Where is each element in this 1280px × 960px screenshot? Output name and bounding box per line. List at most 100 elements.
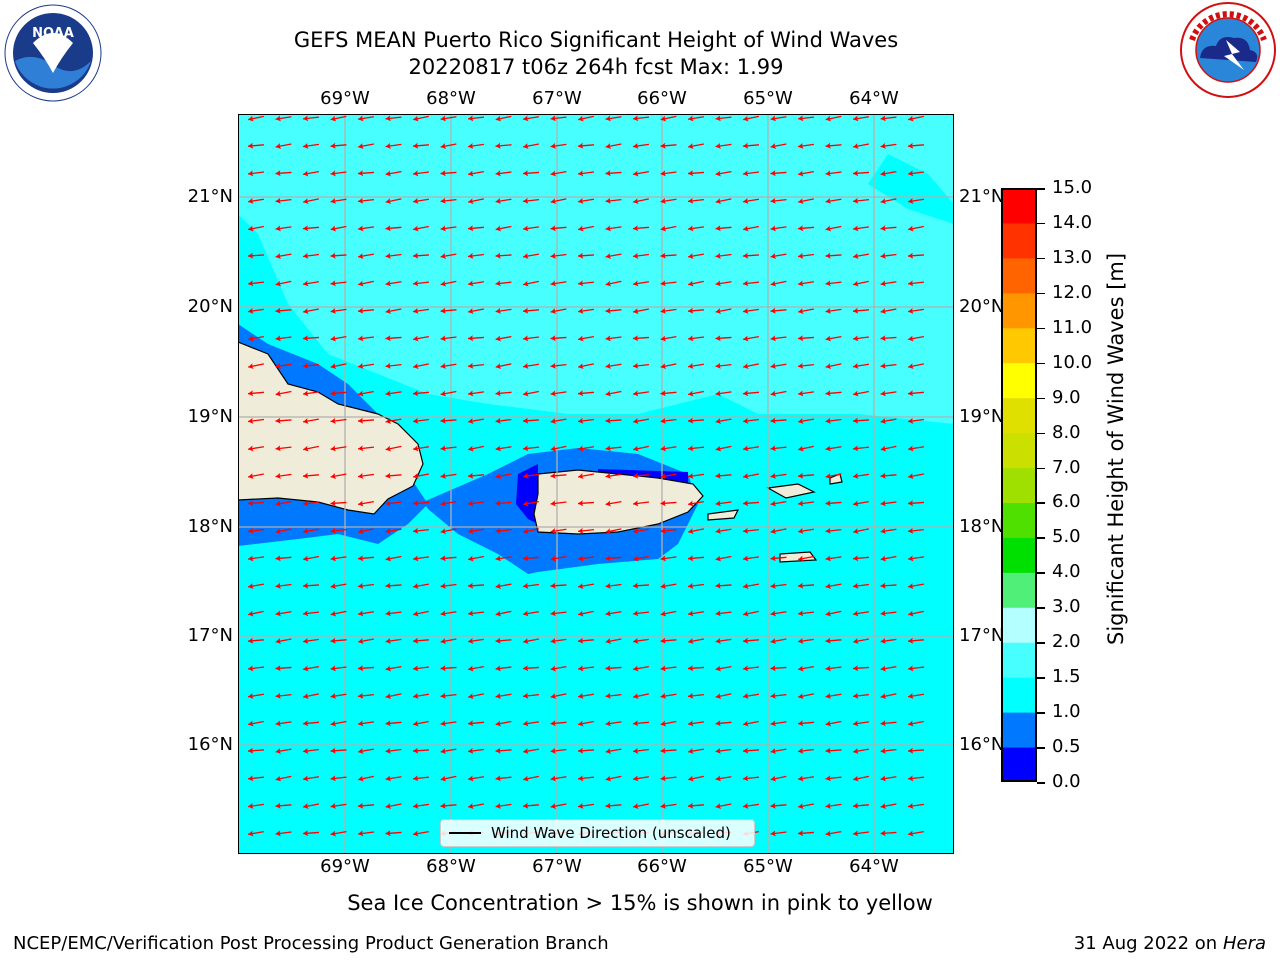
- wave-direction-arrow: [633, 418, 649, 424]
- wave-direction-arrow: [577, 747, 595, 754]
- longitude-label-top: 65°W: [743, 88, 793, 109]
- wave-direction-arrow: [687, 445, 705, 452]
- wave-direction-arrow: [522, 417, 540, 424]
- latitude-label-right: 16°N: [959, 734, 1005, 755]
- wave-direction-arrow: [495, 802, 512, 809]
- wave-direction-arrow: [715, 472, 732, 479]
- wave-direction-arrow: [440, 692, 457, 699]
- wave-direction-arrow: [440, 417, 457, 424]
- wave-direction-arrow: [550, 665, 567, 672]
- wave-direction-arrow: [522, 720, 540, 727]
- wave-direction-arrow: [633, 445, 649, 452]
- wave-direction-arrow: [770, 280, 787, 287]
- wave-direction-arrow: [715, 308, 732, 315]
- wave-direction-arrow: [770, 472, 787, 479]
- wave-direction-arrow: [357, 802, 375, 809]
- wave-direction-arrow: [357, 115, 375, 122]
- wave-direction-arrow: [275, 363, 292, 369]
- wave-direction-arrow: [523, 390, 539, 397]
- wave-direction-arrow: [330, 390, 347, 397]
- wave-direction-arrow: [798, 555, 814, 562]
- wave-direction-arrow: [303, 665, 319, 672]
- wave-direction-arrow: [660, 198, 677, 204]
- wave-direction-arrow: [468, 308, 484, 315]
- wave-direction-arrow: [495, 363, 512, 370]
- wave-direction-arrow: [577, 280, 595, 287]
- wave-direction-arrow: [770, 390, 787, 397]
- wave-direction-arrow: [495, 610, 512, 617]
- colorbar-tick-label: 1.0: [1052, 701, 1081, 723]
- wave-direction-arrow: [440, 802, 457, 809]
- wave-direction-arrow: [907, 775, 925, 782]
- wave-direction-arrow: [687, 417, 705, 424]
- wave-direction-arrow: [275, 500, 292, 507]
- wave-direction-arrow: [632, 225, 650, 232]
- wave-direction-arrow: [440, 582, 457, 589]
- wave-direction-arrow: [715, 720, 732, 727]
- wave-direction-arrow: [880, 830, 897, 837]
- wave-direction-arrow: [522, 363, 540, 369]
- wave-direction-arrow: [577, 693, 595, 699]
- wave-direction-arrow: [522, 582, 540, 589]
- longitude-label-top: 68°W: [426, 88, 476, 109]
- wave-direction-arrow: [412, 280, 430, 287]
- wave-direction-arrow: [660, 693, 677, 699]
- wave-direction-arrow: [357, 197, 375, 204]
- wave-direction-arrow: [522, 555, 540, 562]
- wave-direction-arrow: [797, 335, 815, 342]
- wave-direction-arrow: [908, 335, 924, 342]
- wave-direction-arrow: [880, 555, 897, 562]
- wave-direction-arrow: [797, 390, 815, 397]
- legend-label: Wind Wave Direction (unscaled): [491, 824, 731, 842]
- map-legend: Wind Wave Direction (unscaled): [440, 819, 755, 847]
- wave-direction-arrow: [577, 417, 595, 424]
- wave-direction-arrow: [660, 610, 677, 617]
- wave-direction-arrow: [440, 500, 457, 507]
- wave-direction-arrow: [247, 637, 265, 644]
- colorbar-tick-mark: [1037, 607, 1045, 609]
- wave-direction-arrow: [742, 527, 760, 534]
- wave-direction-arrow: [468, 803, 484, 810]
- wave-direction-arrow: [330, 198, 347, 204]
- wave-direction-arrow: [495, 693, 512, 699]
- wave-direction-arrow: [770, 528, 787, 535]
- wave-direction-arrow: [247, 170, 265, 177]
- wave-direction-arrow: [330, 775, 347, 782]
- wave-direction-arrow: [853, 748, 869, 754]
- wave-direction-arrow: [770, 720, 787, 727]
- wave-direction-arrow: [907, 637, 925, 644]
- wave-direction-arrow: [275, 692, 292, 699]
- wave-direction-arrow: [797, 472, 815, 479]
- wave-direction-arrow: [632, 775, 650, 782]
- colorbar-tick-mark: [1037, 467, 1045, 470]
- land-hispaniola: [238, 341, 424, 515]
- wave-direction-arrow: [302, 142, 320, 149]
- wave-height-map: [238, 114, 954, 854]
- wave-direction-arrow: [550, 252, 567, 259]
- wave-direction-arrow: [385, 747, 402, 754]
- wave-direction-arrow: [385, 142, 402, 149]
- wave-direction-arrow: [302, 335, 320, 342]
- wave-direction-arrow: [440, 335, 457, 342]
- wave-direction-arrow: [880, 720, 897, 727]
- wave-direction-arrow: [632, 500, 650, 507]
- wave-direction-arrow: [522, 197, 540, 204]
- wave-direction-arrow: [550, 637, 567, 644]
- wave-direction-arrow: [907, 555, 925, 562]
- wave-direction-arrow: [385, 582, 402, 589]
- wave-direction-arrow: [550, 528, 567, 534]
- wave-direction-arrow: [495, 280, 512, 287]
- wave-direction-arrow: [495, 583, 512, 589]
- wave-direction-arrow: [248, 335, 264, 342]
- colorbar-segment: [1001, 502, 1037, 538]
- wave-direction-arrow: [633, 170, 649, 177]
- wave-direction-arrow: [852, 555, 870, 562]
- wave-direction-arrow: [412, 555, 430, 562]
- wave-direction-arrow: [248, 225, 264, 232]
- colorbar-segment: [1001, 677, 1037, 713]
- wave-direction-arrow: [770, 363, 787, 369]
- wave-direction-arrow: [440, 445, 457, 452]
- wave-direction-arrow: [578, 610, 594, 617]
- wave-direction-arrow: [247, 527, 265, 534]
- wave-direction-arrow: [302, 500, 320, 507]
